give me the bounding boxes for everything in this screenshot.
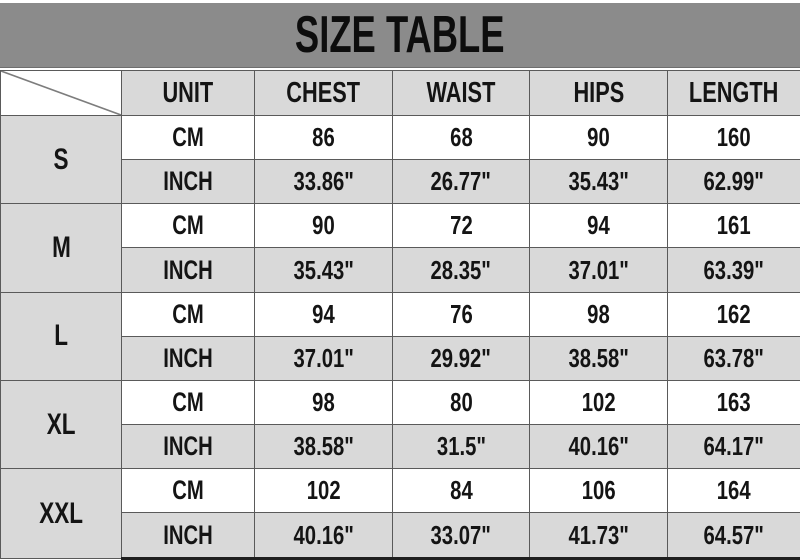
- value-cell: 64.57": [667, 512, 800, 560]
- value-cell: 38.58": [529, 335, 668, 381]
- title-bar: SIZE TABLE: [0, 3, 800, 68]
- value-cell: 68: [392, 114, 530, 161]
- value-cell: 86: [254, 114, 393, 161]
- page-title: SIZE TABLE: [295, 6, 505, 64]
- table-row-xxl-cm: XXL CM 102 84 106 164: [0, 468, 800, 559]
- value-cell: 98: [254, 379, 393, 426]
- unit-cell: INCH: [121, 424, 255, 470]
- value-cell: 35.43": [529, 159, 668, 205]
- size-label-xxl: XXL: [0, 468, 122, 559]
- size-table: UNIT CHEST WAIST HIPS LENGTH S CM 86 68 …: [0, 70, 800, 560]
- value-cell: 162: [667, 291, 800, 337]
- value-cell: 164: [667, 468, 800, 514]
- size-label-m: M: [0, 203, 122, 293]
- unit-cell: CM: [121, 291, 255, 337]
- value-cell: 102: [529, 379, 668, 426]
- size-label-s: S: [0, 114, 122, 205]
- value-cell: 33.86": [254, 159, 393, 205]
- unit-cell: INCH: [121, 159, 255, 205]
- value-cell: 37.01": [529, 247, 668, 293]
- unit-cell: CM: [121, 203, 255, 249]
- diagonal-line: [1, 71, 121, 115]
- table-row-l-cm: L CM 94 76 98 162: [0, 291, 800, 381]
- unit-cell: INCH: [121, 247, 255, 293]
- value-cell: 37.01": [254, 335, 393, 381]
- column-header-hips: HIPS: [529, 70, 668, 116]
- size-label-l: L: [0, 291, 122, 381]
- table-row-xl-inch: INCH 38.58" 31.5" 40.16" 64.17": [1, 424, 800, 470]
- value-cell: 41.73": [529, 512, 668, 560]
- value-cell: 80: [392, 379, 530, 426]
- unit-cell: INCH: [121, 335, 255, 381]
- value-cell: 31.5": [392, 424, 530, 470]
- value-cell: 29.92": [392, 335, 530, 381]
- value-cell: 94: [254, 291, 393, 337]
- value-cell: 161: [667, 203, 800, 249]
- table-row-xxl-inch: INCH 40.16" 33.07" 41.73" 64.57": [1, 512, 800, 560]
- table-row-xl-cm: XL CM 98 80 102 163: [0, 379, 800, 470]
- value-cell: 40.16": [254, 512, 393, 560]
- value-cell: 63.39": [667, 247, 800, 293]
- diagonal-cell: [0, 70, 122, 116]
- unit-cell: CM: [121, 379, 255, 426]
- value-cell: 84: [392, 468, 530, 514]
- column-header-unit: UNIT: [121, 70, 255, 116]
- unit-cell: CM: [121, 114, 255, 161]
- header-row: UNIT CHEST WAIST HIPS LENGTH: [0, 70, 800, 116]
- column-header-chest: CHEST: [254, 70, 393, 116]
- value-cell: 40.16": [529, 424, 668, 470]
- value-cell: 38.58": [254, 424, 393, 470]
- value-cell: 33.07": [392, 512, 530, 560]
- value-cell: 63.78": [667, 335, 800, 381]
- value-cell: 28.35": [392, 247, 530, 293]
- unit-cell: INCH: [121, 512, 255, 560]
- column-header-length: LENGTH: [667, 70, 800, 116]
- unit-cell: CM: [121, 468, 255, 514]
- table-row-s-cm: S CM 86 68 90 160: [0, 114, 800, 205]
- value-cell: 62.99": [667, 159, 800, 205]
- column-header-waist: WAIST: [392, 70, 530, 116]
- value-cell: 160: [667, 114, 800, 161]
- table-row-m-cm: M CM 90 72 94 161: [0, 203, 800, 293]
- value-cell: 94: [529, 203, 668, 249]
- value-cell: 76: [392, 291, 530, 337]
- value-cell: 26.77": [392, 159, 530, 205]
- value-cell: 106: [529, 468, 668, 514]
- value-cell: 102: [254, 468, 393, 514]
- value-cell: 72: [392, 203, 530, 249]
- table-row-s-inch: INCH 33.86" 26.77" 35.43" 62.99": [1, 159, 800, 205]
- value-cell: 64.17": [667, 424, 800, 470]
- size-label-xl: XL: [0, 379, 122, 470]
- table-row-m-inch: INCH 35.43" 28.35" 37.01" 63.39": [1, 247, 800, 293]
- value-cell: 90: [254, 203, 393, 249]
- value-cell: 90: [529, 114, 668, 161]
- value-cell: 35.43": [254, 247, 393, 293]
- value-cell: 98: [529, 291, 668, 337]
- value-cell: 163: [667, 379, 800, 426]
